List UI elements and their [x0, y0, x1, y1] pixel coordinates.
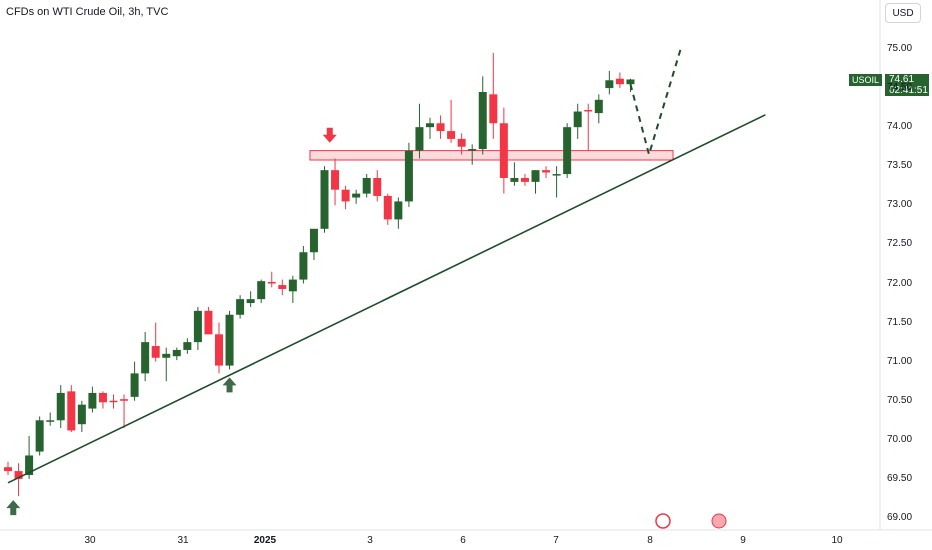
candle-body	[520, 177, 529, 182]
candle-body	[426, 123, 434, 128]
candle-body	[499, 123, 508, 178]
candle-body	[341, 189, 350, 202]
time-tick-label: 10	[831, 535, 843, 546]
candle-body	[162, 353, 171, 358]
candle-body	[552, 174, 561, 176]
candle-body	[35, 420, 44, 452]
candle-body	[204, 310, 213, 335]
candle-body	[489, 94, 498, 124]
time-tick-label: 30	[84, 535, 96, 546]
candle-body	[457, 138, 466, 147]
candle-body	[151, 346, 160, 358]
time-tick-label: 7	[553, 535, 559, 546]
candle-body	[215, 334, 223, 366]
candle-body	[246, 299, 255, 304]
candle-body	[67, 391, 76, 431]
candle-body	[77, 404, 86, 425]
chart-title: CFDs on WTI Crude Oil, 3h, TVC	[6, 6, 169, 18]
candle-body	[56, 392, 65, 421]
candle-body	[278, 285, 287, 289]
price-tick-label: 73.00	[887, 199, 913, 211]
candle-body	[404, 150, 413, 202]
candle-body	[14, 471, 23, 479]
price-tick-label: 74.00	[887, 121, 913, 133]
price-tick-label: 73.50	[887, 160, 913, 172]
last-price-tag: 74.61 02:41:51	[885, 74, 929, 96]
candle-body	[362, 177, 371, 194]
projection-path	[629, 48, 682, 159]
candle-body	[510, 177, 519, 182]
candle-body	[109, 400, 118, 403]
candle-body	[352, 193, 361, 198]
event-flag-icon	[711, 513, 727, 529]
candle-body	[531, 170, 540, 182]
candle-body	[373, 177, 382, 196]
price-tick-label: 71.00	[887, 355, 913, 367]
time-tick-label: 8	[647, 535, 653, 546]
candle-body	[478, 91, 487, 150]
candle-body	[447, 131, 456, 139]
candle-body	[25, 455, 34, 476]
time-tick-label: 31	[177, 535, 189, 546]
candle-body	[193, 310, 202, 343]
last-price: 74.61	[889, 74, 915, 85]
candle-body	[88, 392, 97, 409]
price-tick-label: 75.00	[887, 43, 913, 54]
candle-body	[468, 149, 477, 151]
candle-body	[299, 252, 308, 280]
time-tick-label: 6	[460, 535, 466, 546]
candle-body	[225, 314, 234, 366]
price-tick-label: 74.50	[887, 82, 913, 94]
candle-body	[415, 127, 424, 151]
price-tick-label: 69.00	[887, 512, 913, 523]
candle-body	[130, 373, 139, 397]
candle-body	[172, 349, 181, 357]
candle-body	[141, 342, 150, 374]
price-tick-label: 71.50	[887, 316, 913, 328]
bar-countdown: 02:41:51	[889, 85, 928, 96]
candle-body	[98, 392, 107, 403]
candle-body	[46, 420, 55, 422]
price-tick-label: 70.50	[887, 394, 913, 406]
candle-body	[605, 80, 614, 89]
candle-body	[626, 79, 635, 85]
candle-body	[383, 195, 392, 220]
candle-body	[331, 170, 340, 190]
candle-body	[542, 170, 551, 173]
currency-button[interactable]: USD	[885, 3, 921, 23]
candle-body	[436, 123, 445, 132]
candle-body	[183, 342, 192, 350]
candle-body	[236, 299, 245, 315]
candle-body	[594, 99, 603, 114]
candle-body	[615, 78, 624, 85]
candle-body	[120, 399, 129, 401]
arrow-up-marker	[222, 377, 237, 393]
candle-body	[394, 201, 403, 220]
price-tick-label: 69.50	[887, 472, 913, 484]
time-tick-label: 2025	[253, 535, 277, 546]
candle-body	[573, 111, 582, 128]
symbol-tag: USOIL	[849, 74, 883, 86]
candle-body	[257, 281, 266, 300]
candle-body	[563, 127, 572, 175]
time-tick-label: 9	[740, 535, 746, 546]
candle-body	[288, 279, 297, 292]
resistance-zone	[309, 150, 674, 161]
time-tick-label: 3	[367, 535, 373, 546]
arrow-down-marker	[322, 127, 337, 143]
candle-body	[309, 228, 318, 253]
candle-body	[584, 109, 593, 112]
candle-body	[267, 281, 276, 284]
arrow-up-marker	[6, 500, 21, 516]
price-tick-label: 72.50	[887, 238, 913, 250]
support-trendline	[7, 114, 766, 484]
candle-body	[320, 170, 329, 229]
price-tick-label: 72.00	[887, 277, 913, 289]
event-flash-icon	[655, 513, 671, 529]
price-tick-label: 70.00	[887, 433, 913, 445]
candle-body	[4, 467, 12, 472]
